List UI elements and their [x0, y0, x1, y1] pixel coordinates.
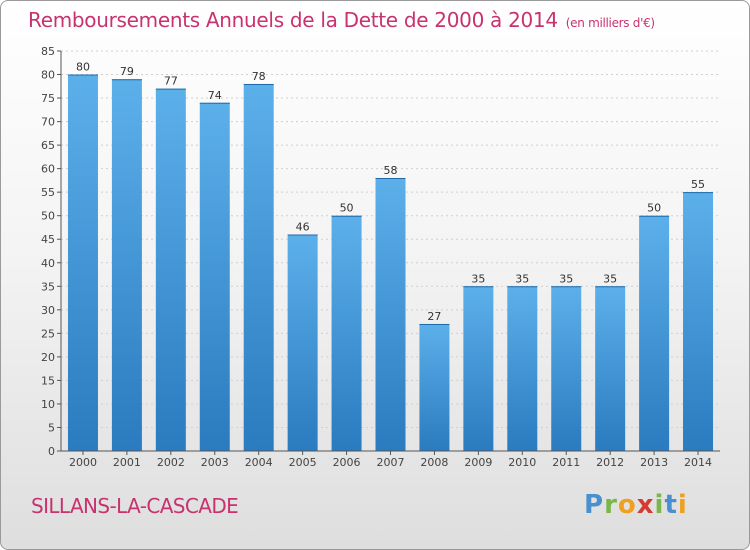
y-tick-label: 15: [41, 374, 55, 387]
bar: [639, 215, 670, 451]
y-tick-label: 60: [41, 163, 55, 176]
x-tick-label: 2008: [420, 456, 448, 469]
y-tick-label: 85: [41, 45, 55, 58]
bar-value-label: 46: [296, 221, 310, 234]
y-tick-label: 70: [41, 116, 55, 129]
bar: [243, 83, 274, 452]
bar: [331, 215, 362, 451]
y-tick-label: 20: [41, 351, 55, 364]
bar: [419, 323, 450, 451]
y-tick-label: 65: [41, 139, 55, 152]
y-tick-label: 30: [41, 304, 55, 317]
bar-value-label: 50: [340, 202, 354, 215]
bar-value-label: 58: [384, 164, 398, 177]
chart-title-text: Remboursements Annuels de la Dette de 20…: [28, 8, 558, 32]
x-tick-label: 2005: [289, 456, 317, 469]
y-tick-label: 55: [41, 186, 55, 199]
y-tick-label: 35: [41, 280, 55, 293]
bar-value-label: 80: [76, 61, 90, 74]
bar-value-label: 35: [559, 272, 573, 285]
y-tick-label: 45: [41, 233, 55, 246]
y-tick-label: 0: [48, 445, 55, 458]
x-tick-label: 2001: [113, 456, 141, 469]
y-tick-label: 25: [41, 327, 55, 340]
bar: [199, 102, 230, 451]
y-tick-label: 5: [48, 421, 55, 434]
y-tick-label: 75: [41, 92, 55, 105]
bar: [67, 74, 98, 451]
bar-value-label: 74: [208, 89, 222, 102]
chart-unit: (en milliers d'€): [565, 16, 655, 30]
x-tick-label: 2003: [201, 456, 229, 469]
x-tick-label: 2002: [157, 456, 185, 469]
x-tick-label: 2011: [552, 456, 580, 469]
x-tick-label: 2009: [464, 456, 492, 469]
x-tick-label: 2007: [377, 456, 405, 469]
bar: [111, 79, 142, 451]
x-tick-label: 2000: [69, 456, 97, 469]
proxiti-logo: Proxiti: [584, 490, 688, 520]
y-tick-label: 80: [41, 69, 55, 82]
x-tick-label: 2010: [508, 456, 536, 469]
bar: [551, 286, 582, 451]
bar-value-label: 35: [603, 272, 617, 285]
bar: [507, 286, 538, 451]
y-tick-label: 40: [41, 257, 55, 270]
labels: 0 5 10 15 20 25 30 35 40 45 50 55 60 65 70 75 80 85 80 2000…: [41, 45, 712, 469]
x-tick-label: 2004: [245, 456, 273, 469]
bar: [155, 88, 186, 451]
bar: [375, 178, 406, 451]
bar: [595, 286, 626, 451]
bar: [463, 286, 494, 451]
bar-value-label: 79: [120, 65, 134, 78]
x-tick-label: 2014: [684, 456, 712, 469]
bar: [287, 234, 318, 451]
x-tick-label: 2013: [640, 456, 668, 469]
bar-value-label: 78: [252, 70, 266, 83]
bar-value-label: 35: [471, 272, 485, 285]
bars: [67, 74, 714, 452]
x-tick-label: 2012: [596, 456, 624, 469]
bar-value-label: 35: [515, 272, 529, 285]
bar-value-label: 27: [427, 310, 441, 323]
x-tick-label: 2006: [333, 456, 361, 469]
bar-value-label: 50: [647, 202, 661, 215]
commune-name: SILLANS-LA-CASCADE: [31, 494, 239, 518]
y-tick-label: 50: [41, 210, 55, 223]
bar-value-label: 77: [164, 75, 178, 88]
y-tick-label: 10: [41, 398, 55, 411]
chart-title: Remboursements Annuels de la Dette de 20…: [28, 8, 655, 32]
axes: [57, 50, 720, 455]
bar-value-label: 55: [691, 178, 705, 191]
bar: [683, 192, 714, 452]
